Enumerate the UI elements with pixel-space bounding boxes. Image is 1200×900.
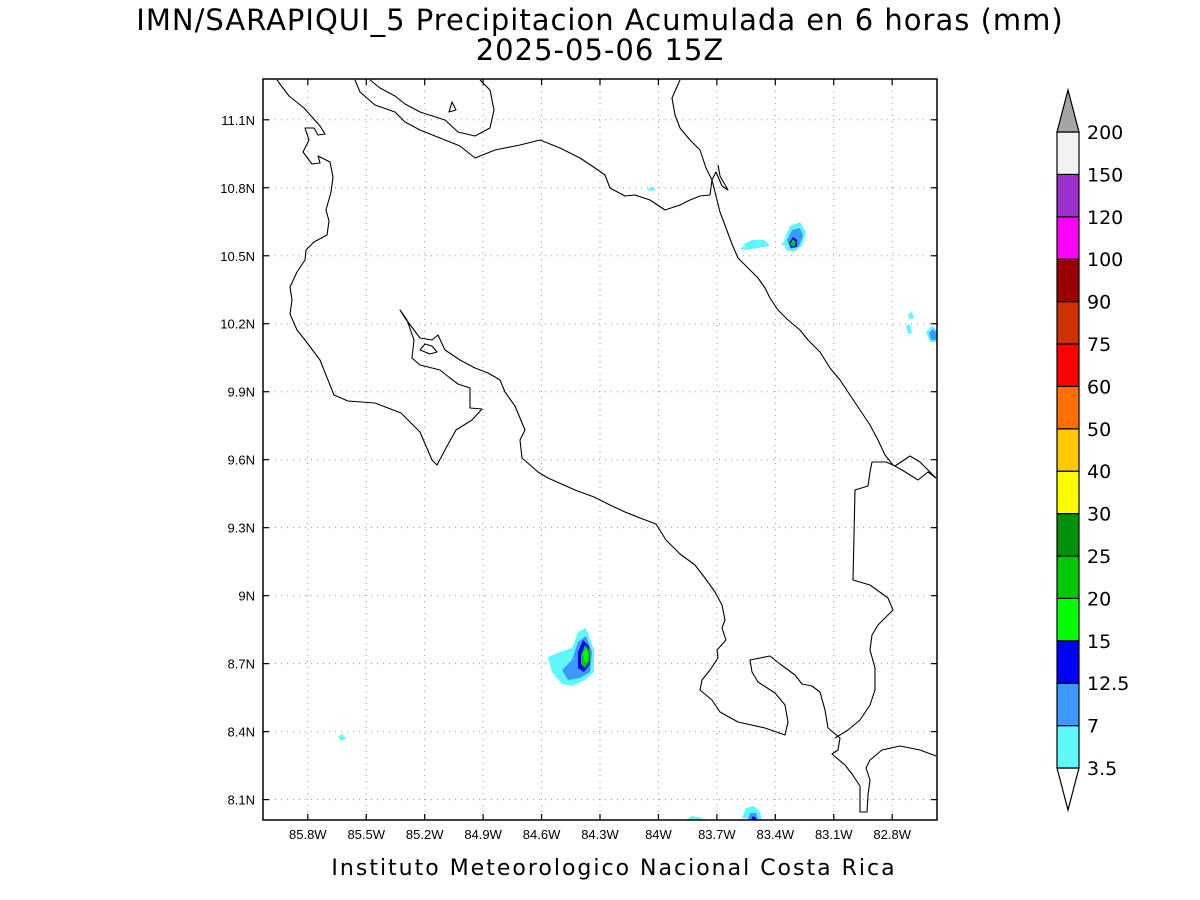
lake-nicaragua-shore <box>354 79 729 211</box>
map-grid <box>263 79 937 820</box>
colorbar-swatch <box>1056 555 1080 600</box>
nicaragua-border-coast <box>276 79 937 813</box>
colorbar-label: 60 <box>1087 376 1111 398</box>
y-tick-label: 11.1N <box>221 113 255 128</box>
x-tick-label: 82.8W <box>873 827 911 842</box>
colorbar-swatch <box>1056 258 1080 303</box>
y-tick-label: 10.8N <box>220 181 255 196</box>
y-tick-label: 9N <box>238 589 255 604</box>
x-tick-label: 85.8W <box>289 827 327 842</box>
colorbar-label: 25 <box>1087 546 1111 568</box>
x-tick-label: 84.9W <box>464 827 502 842</box>
colorbar-label: 20 <box>1087 588 1111 610</box>
y-tick-label: 9.9N <box>228 385 255 400</box>
panama-border <box>834 455 937 739</box>
colorbar-label: 50 <box>1087 419 1111 441</box>
latitude-axis: 11.1N 10.8N 10.5N 10.2N 9.9N 9.6N 9.3N 9N 8.7N 8.… <box>220 113 937 808</box>
colorbar-legend: 3.5 7 12.5 15 20 25 30 40 50 60 75 90 100 120 150 200 <box>1056 87 1129 813</box>
coastline-outlines <box>276 79 937 813</box>
colorbar-label: 7 <box>1087 716 1099 738</box>
colorbar-swatch <box>1056 512 1080 557</box>
map-timestamp: 2025-05-06 15Z <box>475 33 725 67</box>
footer-credit: Instituto Meteorologico Nacional Costa R… <box>331 856 897 881</box>
x-tick-label: 85.2W <box>406 827 444 842</box>
rain-cell-southern-edge <box>686 806 762 820</box>
x-tick-label: 83.4W <box>757 827 795 842</box>
colorbar-label: 3.5 <box>1087 758 1117 780</box>
map-title: IMN/SARAPIQUI_5 Precipitacion Acumulada … <box>136 3 1064 37</box>
x-tick-label: 83.7W <box>698 827 736 842</box>
colorbar-swatch <box>1056 640 1080 684</box>
rain-speckles <box>338 187 786 741</box>
precipitation-cells <box>338 187 937 820</box>
colorbar-swatch <box>1056 131 1080 176</box>
colorbar-label: 120 <box>1087 207 1123 229</box>
map-frame <box>262 78 938 821</box>
longitude-axis: 85.8W 85.5W 85.2W 84.9W 84.6W 84.3W 84W 83.7W 83… <box>289 79 912 842</box>
colorbar-label: 200 <box>1087 122 1123 144</box>
colorbar-swatch <box>1056 428 1080 472</box>
y-tick-label: 9.6N <box>228 453 255 468</box>
y-tick-label: 9.3N <box>228 521 255 536</box>
colorbar-label: 75 <box>1087 334 1111 356</box>
colorbar-swatch <box>1056 343 1080 388</box>
x-tick-label: 84W <box>645 827 672 842</box>
rain-cell-south-pacific <box>548 628 594 686</box>
colorbar-swatch <box>1056 682 1080 727</box>
colorbar-swatch <box>1056 216 1080 260</box>
y-tick-label: 8.4N <box>228 725 255 740</box>
y-tick-label: 8.1N <box>228 793 255 808</box>
colorbar-label: 40 <box>1087 461 1111 483</box>
lake-island <box>448 101 457 113</box>
colorbar-swatch <box>1056 301 1080 345</box>
colorbar-label: 150 <box>1087 164 1123 186</box>
colorbar-under-arrow <box>1056 767 1080 813</box>
colorbar-label: 30 <box>1087 504 1111 526</box>
x-tick-label: 85.5W <box>347 827 385 842</box>
y-tick-label: 10.2N <box>220 317 255 332</box>
colorbar-label: 12.5 <box>1087 673 1129 695</box>
y-tick-label: 8.7N <box>228 657 255 672</box>
colorbar-swatch <box>1056 385 1080 430</box>
x-tick-label: 83.1W <box>815 827 853 842</box>
x-tick-label: 84.6W <box>523 827 561 842</box>
colorbar-swatch <box>1056 173 1080 218</box>
y-tick-label: 10.5N <box>220 249 255 264</box>
rain-cell-east-edge <box>906 312 937 342</box>
colorbar-label: 90 <box>1087 292 1111 314</box>
arenal-lake <box>419 343 438 355</box>
caribbean-coast <box>671 79 937 481</box>
colorbar-over-arrow <box>1056 87 1080 133</box>
x-tick-label: 84.3W <box>581 827 619 842</box>
colorbar-label: 100 <box>1087 249 1123 271</box>
colorbar-swatch <box>1056 470 1080 515</box>
colorbar-swatch <box>1056 724 1080 769</box>
rain-cell-north-caribbean <box>740 222 806 252</box>
colorbar-swatch <box>1056 597 1080 642</box>
colorbar-label: 15 <box>1087 631 1111 653</box>
